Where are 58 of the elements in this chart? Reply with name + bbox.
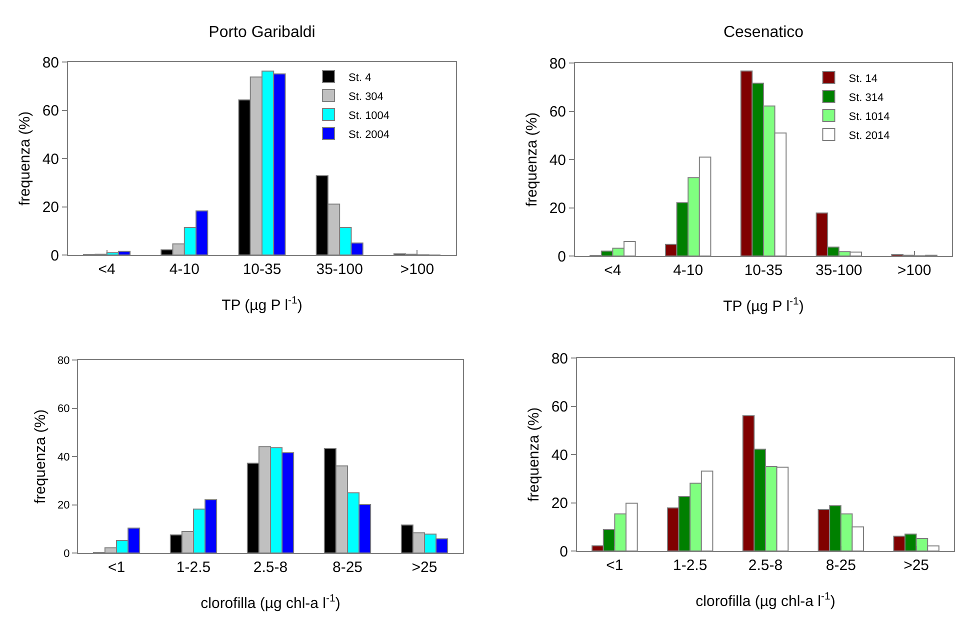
x-tick-label: 1-2.5 — [673, 557, 708, 574]
y-tick-label: 0 — [50, 247, 59, 264]
x-tick-label: 10-35 — [242, 261, 282, 278]
x-axis-title: TP (µg P l$^{-1}$) — [723, 296, 804, 315]
chart-title: Cesenatico — [723, 24, 804, 41]
x-tick-label: >100 — [897, 262, 932, 279]
legend-label: St. 2014 — [848, 130, 890, 142]
legend-label: St. 304 — [348, 90, 384, 103]
x-tick-label: 4-10 — [169, 261, 200, 278]
y-tick-label: 40 — [551, 446, 568, 464]
y-axis-title: frequenza (%) — [526, 407, 543, 502]
x-tick-label: 1-2.5 — [176, 559, 211, 576]
y-tick-label: 20 — [549, 200, 566, 217]
legend-label: St. 314 — [848, 92, 884, 104]
y-tick-label: 40 — [58, 451, 70, 464]
y-tick-label: 40 — [42, 150, 59, 168]
x-tick-label: 2.5-8 — [253, 559, 288, 576]
x-tick-label: <1 — [606, 557, 624, 574]
chart-title: Porto Garibaldi — [208, 24, 316, 41]
x-tick-label: 4-10 — [673, 262, 704, 279]
y-axis-title: frequenza (%) — [524, 112, 541, 207]
x-axis-title: clorofilla (µg chl-a l$^{-1}$) — [696, 590, 836, 610]
y-axis-title: frequenza (%) — [16, 111, 34, 206]
x-tick-label: 8-25 — [332, 559, 363, 576]
legend-label: St. 14 — [848, 72, 878, 85]
x-tick-label: <1 — [108, 559, 126, 576]
y-tick-label: 40 — [549, 152, 566, 169]
y-tick-label: 80 — [42, 54, 59, 72]
y-tick-label: 80 — [551, 350, 568, 368]
y-tick-label: 80 — [58, 354, 70, 367]
legend-label: St. 4 — [348, 72, 372, 84]
x-tick-label: >25 — [412, 559, 438, 576]
x-tick-label: <4 — [98, 261, 116, 278]
y-tick-label: 60 — [58, 403, 70, 416]
y-tick-label: 20 — [42, 199, 59, 216]
y-axis-title: frequenza (%) — [32, 409, 49, 504]
y-tick-label: 80 — [549, 55, 566, 72]
legend-label: St. 1004 — [348, 110, 390, 122]
y-tick-label: 0 — [560, 543, 568, 560]
x-axis-title: TP (µg P l$^{-1}$) — [222, 294, 302, 314]
y-tick-label: 20 — [551, 495, 568, 512]
x-tick-label: >25 — [904, 557, 930, 574]
y-tick-label: 20 — [58, 500, 70, 512]
y-tick-label: 0 — [558, 248, 566, 266]
x-axis-title: clorofilla (µg chl-a l$^{-1}$) — [200, 592, 340, 612]
y-tick-label: 0 — [64, 548, 70, 560]
x-tick-label: 35-100 — [816, 262, 862, 279]
x-tick-label: 10-35 — [744, 262, 783, 279]
legend-label: St. 2004 — [348, 128, 390, 141]
y-tick-label: 60 — [549, 104, 566, 120]
y-tick-label: 60 — [42, 102, 59, 120]
legend-label: St. 1014 — [848, 110, 890, 123]
x-tick-label: 35-100 — [316, 261, 363, 278]
x-tick-label: 8-25 — [826, 557, 856, 574]
x-tick-label: 2.5-8 — [748, 557, 783, 574]
y-tick-label: 60 — [551, 398, 568, 416]
x-tick-label: >100 — [400, 261, 434, 278]
x-tick-label: <4 — [604, 262, 622, 279]
